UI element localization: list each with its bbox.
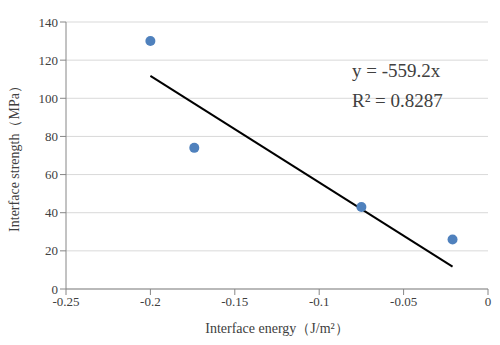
svg-text:80: 80: [45, 129, 58, 144]
html-text:y = -559.2x: y = -559.2x: [352, 60, 441, 81]
svg-text:40: 40: [45, 205, 58, 220]
svg-text:Interface strength（MPa）: Interface strength（MPa）: [8, 79, 22, 232]
svg-text:-0.05: -0.05: [390, 294, 417, 309]
svg-text:-0.15: -0.15: [221, 294, 248, 309]
svg-text:20: 20: [45, 243, 58, 258]
svg-text:140: 140: [39, 15, 59, 30]
svg-text:0: 0: [52, 282, 59, 297]
svg-text:60: 60: [45, 167, 58, 182]
svg-text:100: 100: [39, 91, 59, 106]
html-text:R² = 0.8287: R² = 0.8287: [352, 90, 443, 111]
svg-text:Interface energy（J/m²）: Interface energy（J/m²）: [205, 321, 349, 336]
svg-text:-0.2: -0.2: [140, 294, 161, 309]
svg-text:0: 0: [485, 294, 492, 309]
svg-text:120: 120: [39, 53, 59, 68]
svg-text:-0.25: -0.25: [52, 294, 80, 310]
svg-text:-0.1: -0.1: [309, 294, 330, 309]
